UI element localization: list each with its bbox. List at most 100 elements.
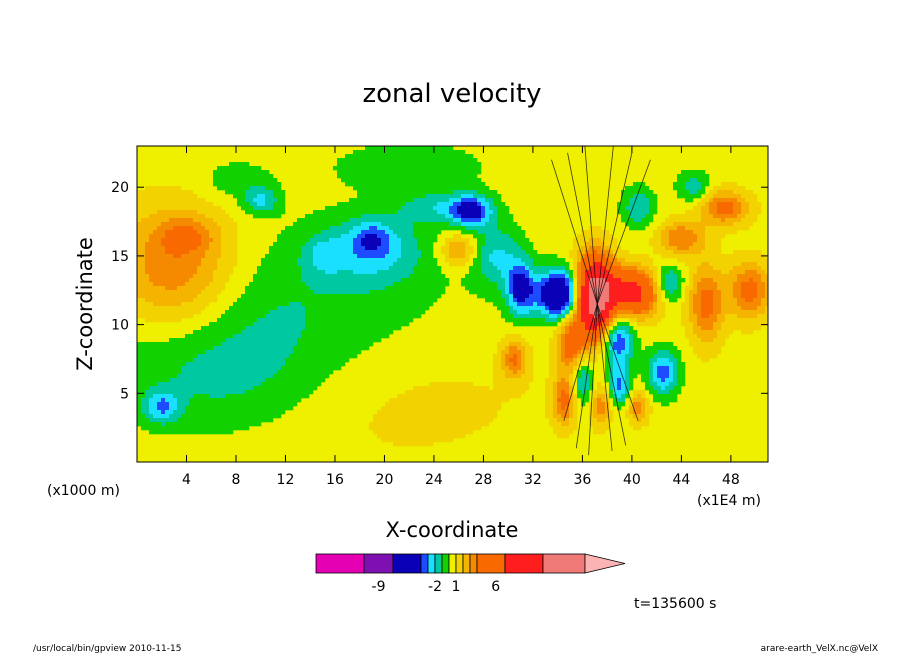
field-cell <box>185 282 190 287</box>
field-cell <box>217 214 222 219</box>
field-cell <box>417 250 422 255</box>
field-cell <box>341 314 346 319</box>
field-cell <box>269 210 274 215</box>
field-cell <box>201 234 206 239</box>
field-cell <box>345 242 350 247</box>
field-cell <box>613 314 618 319</box>
field-cell <box>437 278 442 283</box>
field-cell <box>273 210 278 215</box>
field-cell <box>489 270 494 275</box>
field-cell <box>501 246 506 251</box>
field-cell <box>369 334 374 339</box>
field-cell <box>213 238 218 243</box>
field-cell <box>361 290 366 295</box>
field-cell <box>489 242 494 247</box>
field-cell <box>493 194 498 199</box>
field-cell <box>157 238 162 243</box>
field-cell <box>273 266 278 271</box>
field-cell <box>265 262 270 267</box>
field-cell <box>477 170 482 175</box>
field-cell <box>397 310 402 315</box>
field-cell <box>405 306 410 311</box>
field-cell <box>585 330 590 335</box>
field-cell <box>145 258 150 263</box>
field-cell <box>257 330 262 335</box>
field-cell <box>445 182 450 187</box>
field-cell <box>245 162 250 167</box>
field-cell <box>305 314 310 319</box>
field-cell <box>649 210 654 215</box>
field-cell <box>145 242 150 247</box>
field-cell <box>737 202 742 207</box>
field-cell <box>449 146 454 151</box>
field-cell <box>577 250 582 255</box>
field-cell <box>697 306 702 311</box>
field-cell <box>393 146 398 151</box>
field-cell <box>689 298 694 303</box>
field-cell <box>377 286 382 291</box>
field-cell <box>289 330 294 335</box>
field-cell <box>409 242 414 247</box>
field-cell <box>205 266 210 271</box>
field-cell <box>381 310 386 315</box>
field-cell <box>433 234 438 239</box>
field-cell <box>537 270 542 275</box>
field-cell <box>201 198 206 203</box>
field-cell <box>205 254 210 259</box>
field-cell <box>725 254 730 259</box>
field-cell <box>285 246 290 251</box>
field-cell <box>401 262 406 267</box>
field-cell <box>537 306 542 311</box>
field-cell <box>401 198 406 203</box>
field-cell <box>693 290 698 295</box>
field-cell <box>713 270 718 275</box>
field-cell <box>265 318 270 323</box>
field-cell <box>597 306 602 311</box>
field-cell <box>629 302 634 307</box>
field-cell <box>441 202 446 207</box>
field-cell <box>653 266 658 271</box>
field-cell <box>633 302 638 307</box>
field-cell <box>433 294 438 299</box>
field-cell <box>357 246 362 251</box>
field-cell <box>153 314 158 319</box>
field-cell <box>617 270 622 275</box>
field-cell <box>565 334 570 339</box>
field-cell <box>401 186 406 191</box>
field-cell <box>145 294 150 299</box>
field-cell <box>185 314 190 319</box>
field-cell <box>573 314 578 319</box>
field-cell <box>289 310 294 315</box>
field-cell <box>217 318 222 323</box>
field-cell <box>757 274 762 279</box>
field-cell <box>217 290 222 295</box>
field-cell <box>521 238 526 243</box>
field-cell <box>713 194 718 199</box>
field-cell <box>613 278 618 283</box>
field-cell <box>385 206 390 211</box>
field-cell <box>661 226 666 231</box>
field-cell <box>625 334 630 339</box>
field-cell <box>609 234 614 239</box>
field-cell <box>521 298 526 303</box>
field-cell <box>385 290 390 295</box>
field-cell <box>213 230 218 235</box>
field-cell <box>317 318 322 323</box>
field-cell <box>565 274 570 279</box>
field-cell <box>165 302 170 307</box>
field-cell <box>609 262 614 267</box>
field-cell <box>465 286 470 291</box>
field-cell <box>409 302 414 307</box>
field-cell <box>209 202 214 207</box>
field-cell <box>749 250 754 255</box>
field-cell <box>625 222 630 227</box>
field-cell <box>673 222 678 227</box>
field-cell <box>389 202 394 207</box>
field-cell <box>201 206 206 211</box>
field-cell <box>461 194 466 199</box>
field-cell <box>209 226 214 231</box>
field-cell <box>741 254 746 259</box>
field-cell <box>537 274 542 279</box>
field-cell <box>357 262 362 267</box>
field-cell <box>573 270 578 275</box>
